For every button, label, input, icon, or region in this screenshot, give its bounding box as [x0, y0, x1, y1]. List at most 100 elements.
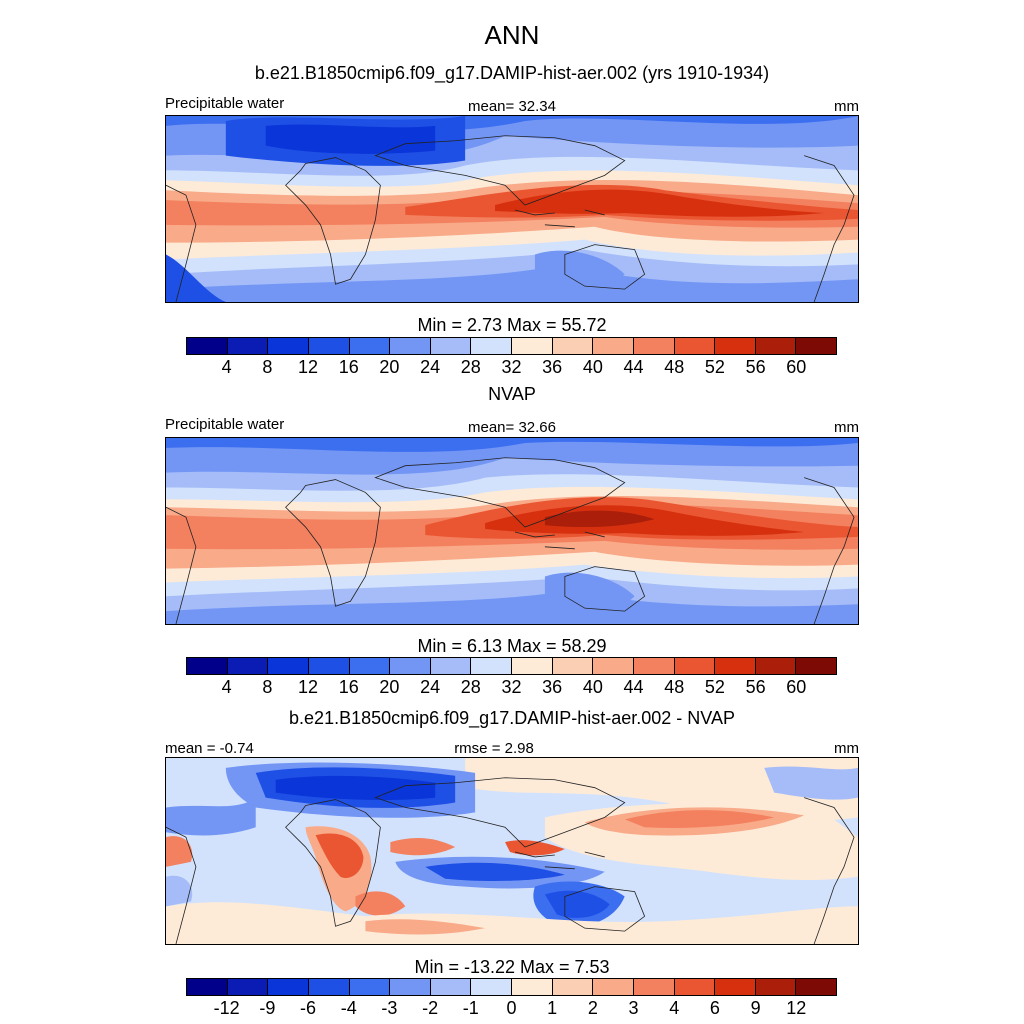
colorbar-tick-label: -3: [381, 998, 398, 1018]
colorbar-tick-label: 1: [547, 998, 558, 1018]
colorbar-box: [674, 338, 716, 354]
colorbar-tick-label: -2: [422, 998, 439, 1018]
panel-3-title: b.e21.B1850cmip6.f09_g17.DAMIP-hist-aer.…: [289, 708, 735, 728]
colorbar-tick-label: 4: [221, 677, 232, 697]
panel-3-units-label: mm: [834, 740, 859, 757]
colorbar-tick-label: 6: [709, 998, 720, 1018]
colorbar-tick-label: -1: [462, 998, 479, 1018]
colorbar-tick-label: -9: [259, 998, 276, 1018]
colorbar-tick-label: -6: [300, 998, 317, 1018]
page-title: ANN: [484, 20, 540, 50]
colorbar-tick-label: 9: [750, 998, 761, 1018]
colorbar-tick-label: 3: [628, 998, 639, 1018]
colorbar-box: [552, 338, 594, 354]
panel-2-map-svg: [166, 438, 858, 624]
colorbar-box: [755, 658, 797, 674]
panel-3-rmse-label: rmse = 2.98: [454, 740, 534, 757]
panel-2-colorbar: [186, 657, 837, 675]
colorbar-tick-label: -12: [213, 998, 240, 1018]
colorbar-tick-label: 12: [298, 357, 319, 377]
panel-2-units-label: mm: [834, 419, 859, 436]
colorbar-box: [512, 338, 553, 354]
colorbar-tick-label: 40: [582, 357, 603, 377]
colorbar-tick-label: 32: [501, 357, 522, 377]
panel-1-map: [165, 115, 859, 303]
colorbar-box: [512, 979, 553, 995]
panel-2-minmax: Min = 6.13 Max = 58.29: [417, 636, 607, 656]
colorbar-box: [593, 338, 634, 354]
panel-2-map: [165, 437, 859, 625]
colorbar-box: [308, 979, 350, 995]
colorbar-box: [796, 658, 836, 674]
colorbar-tick-label: 2: [587, 998, 598, 1018]
panel-1-colorbar: [186, 337, 837, 355]
colorbar-tick-label: 20: [379, 357, 400, 377]
colorbar-tick-label: 28: [460, 677, 481, 697]
colorbar-tick-label: 48: [664, 677, 685, 697]
colorbar-tick-label: 16: [338, 677, 359, 697]
panel-3-map: [165, 757, 859, 945]
colorbar-tick-label: 4: [221, 357, 232, 377]
colorbar-box: [715, 979, 756, 995]
panel-3-map-svg: [166, 758, 858, 944]
colorbar-box: [633, 658, 675, 674]
colorbar-tick-label: 32: [501, 677, 522, 697]
colorbar-tick-label: 56: [745, 677, 766, 697]
colorbar-tick-label: 12: [298, 677, 319, 697]
colorbar-box: [349, 979, 391, 995]
colorbar-tick-label: 0: [506, 998, 517, 1018]
panel-2-title: NVAP: [488, 384, 536, 404]
colorbar-box: [227, 979, 269, 995]
colorbar-tick-label: 52: [704, 357, 725, 377]
colorbar-box: [593, 658, 634, 674]
panel-3-mean-label: mean = -0.74: [165, 740, 254, 757]
colorbar-tick-label: 36: [542, 677, 563, 697]
colorbar-tick-label: 44: [623, 357, 644, 377]
colorbar-box: [390, 979, 431, 995]
colorbar-box: [674, 979, 716, 995]
colorbar-box: [715, 658, 756, 674]
colorbar-tick-label: 60: [786, 677, 807, 697]
colorbar-box: [268, 658, 309, 674]
colorbar-box: [796, 338, 836, 354]
panel-1-variable-label: Precipitable water: [165, 95, 285, 112]
colorbar-box: [187, 658, 228, 674]
colorbar-tick-label: 8: [262, 677, 273, 697]
colorbar-tick-label: 20: [379, 677, 400, 697]
colorbar-box: [187, 338, 228, 354]
colorbar-box: [755, 979, 797, 995]
colorbar-tick-label: 24: [420, 357, 441, 377]
colorbar-box: [430, 979, 472, 995]
colorbar-box: [430, 658, 472, 674]
colorbar-tick-label: 52: [704, 677, 725, 697]
colorbar-box: [349, 658, 391, 674]
colorbar-box: [593, 979, 634, 995]
colorbar-tick-label: 60: [786, 357, 807, 377]
colorbar-tick-label: 56: [745, 357, 766, 377]
colorbar-box: [552, 658, 594, 674]
colorbar-box: [512, 658, 553, 674]
colorbar-box: [755, 338, 797, 354]
colorbar-box: [633, 338, 675, 354]
colorbar-box: [308, 658, 350, 674]
colorbar-box: [227, 338, 269, 354]
colorbar-box: [471, 658, 512, 674]
colorbar-box: [715, 338, 756, 354]
colorbar-tick-label: 16: [338, 357, 359, 377]
panel-1-units-label: mm: [834, 98, 859, 115]
panel-2-variable-label: Precipitable water: [165, 416, 285, 433]
panel-1-mean-label: mean= 32.34: [468, 98, 556, 115]
colorbar-box: [268, 338, 309, 354]
colorbar-box: [633, 979, 675, 995]
colorbar-tick-label: 36: [542, 357, 563, 377]
colorbar-tick-label: 44: [623, 677, 644, 697]
colorbar-tick-label: -4: [340, 998, 357, 1018]
panel-1-map-svg: [166, 116, 858, 302]
colorbar-tick-label: 4: [669, 998, 680, 1018]
colorbar-tick-label: 28: [460, 357, 481, 377]
panel-3-colorbar: [186, 978, 837, 996]
colorbar-box: [674, 658, 716, 674]
colorbar-box: [349, 338, 391, 354]
colorbar-tick-label: 12: [786, 998, 807, 1018]
colorbar-box: [268, 979, 309, 995]
